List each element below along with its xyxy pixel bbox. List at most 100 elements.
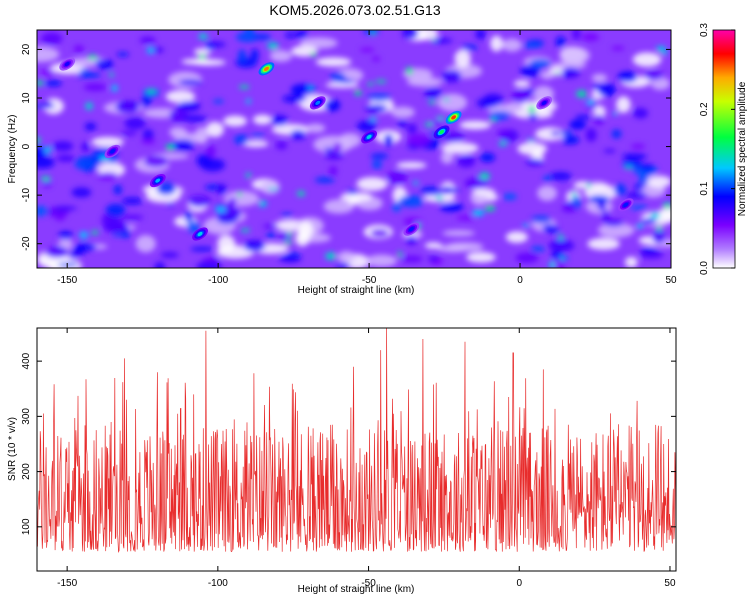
snr-background xyxy=(37,328,676,571)
heatmap-light-patch xyxy=(441,142,479,154)
heatmap-hotspots xyxy=(59,57,634,241)
heatmap-dark-patch xyxy=(290,129,306,140)
heatmap-dark-patch xyxy=(475,30,486,40)
heatmap-light-patch xyxy=(356,176,388,192)
heatmap-dark-patch xyxy=(456,215,475,221)
heatmap-light-patch xyxy=(169,126,187,138)
heatmap-dark-patch xyxy=(97,172,118,180)
heatmap-dark-patch xyxy=(201,258,222,263)
heatmap-dark-patch xyxy=(520,64,541,78)
heatmap-dark-patch xyxy=(275,140,288,150)
heatmap-dark-patch xyxy=(108,217,123,232)
heatmap-dark-patch xyxy=(262,224,280,229)
heatmap-cyan-patch xyxy=(109,72,115,77)
heatmap-dark-patch xyxy=(383,133,394,147)
heatmap-cyan-patch xyxy=(87,54,98,60)
heatmap-dark-patch xyxy=(333,142,342,152)
heatmap-light-patch xyxy=(537,185,558,201)
heatmap-cyan-patch xyxy=(571,191,577,198)
heatmap-dark-patch xyxy=(476,97,499,109)
colorbar-gradient xyxy=(712,29,736,269)
heatmap-dark-patch xyxy=(430,37,453,44)
heatmap-light-patch xyxy=(650,77,670,91)
heatmap-dark-patch xyxy=(543,175,552,182)
heatmap-cyan-patch xyxy=(367,82,374,86)
heatmap-dark-patch xyxy=(359,47,375,53)
heatmap-dark-patch xyxy=(290,83,317,96)
heatmap-light-patch xyxy=(305,123,326,133)
heatmap-dark-patch xyxy=(639,164,655,172)
heatmap-cyan-patch xyxy=(37,136,41,144)
heatmap-hotspot xyxy=(439,129,445,135)
heatmap-cyan-patch xyxy=(258,200,267,207)
heatmap-dark-patch xyxy=(335,262,351,268)
heatmap-dark-patch xyxy=(45,247,70,258)
heatmap-dark-patch xyxy=(184,210,193,222)
heatmap-cyan-patch xyxy=(484,205,496,212)
heatmap-dark-patch xyxy=(603,219,624,227)
heatmap-cyan-patch xyxy=(498,141,507,147)
heatmap-dark-patch xyxy=(124,117,146,130)
heatmap-x-label: Height of straight line (km) xyxy=(298,285,415,296)
heatmap-dark-patch xyxy=(561,70,572,78)
heatmap-light-patch xyxy=(442,230,476,237)
heatmap-cyan-patch xyxy=(267,42,279,50)
heatmap-dark-patch xyxy=(572,30,581,41)
heatmap-dark-patch xyxy=(83,83,107,92)
heatmap-dark-patch xyxy=(170,139,195,152)
heatmap-dark-patch xyxy=(270,114,288,126)
heatmap-light-patch xyxy=(299,37,338,49)
heatmap-hotspot xyxy=(197,231,203,237)
heatmap-light-patch xyxy=(91,136,124,148)
heatmap-y-tick-label: -10 xyxy=(21,187,32,202)
heatmap-hotspot xyxy=(408,227,414,232)
heatmap-hotspot xyxy=(155,178,161,183)
heatmap-dark-patch xyxy=(521,42,543,49)
heatmap-cyan-patch xyxy=(558,234,564,241)
heatmap-cyan-patch xyxy=(655,226,664,231)
heatmap-dark-patch xyxy=(591,83,611,91)
heatmap-light-patch xyxy=(624,256,638,268)
heatmap-dark-patch xyxy=(244,30,255,38)
heatmap-dark-patch xyxy=(633,107,649,119)
heatmap-cyan-patch xyxy=(91,230,99,235)
heatmap-light-patch xyxy=(325,81,360,89)
heatmap-dark-patch xyxy=(69,250,78,260)
heatmap-dark-patch xyxy=(502,193,517,201)
heatmap-light-patch xyxy=(269,50,293,62)
snr-y-tick-label: 100 xyxy=(21,518,32,535)
heatmap-light-patch xyxy=(205,121,224,138)
heatmap-dark-patch xyxy=(644,70,664,81)
heatmap-dark-patch xyxy=(142,129,154,142)
heatmap-dark-patch xyxy=(141,95,152,108)
heatmap-dark-patch xyxy=(630,143,646,149)
heatmap-dark-patch xyxy=(588,195,610,204)
heatmap-cyan-patch xyxy=(85,102,93,111)
heatmap-blobs xyxy=(37,30,671,268)
heatmap-dark-patch xyxy=(497,129,512,137)
heatmap-dark-patch xyxy=(250,48,259,62)
chart-title: KOM5.2026.073.02.51.G13 xyxy=(269,2,440,18)
heatmap-dark-patch xyxy=(105,203,126,217)
heatmap-x-tick-label: -150 xyxy=(57,275,77,286)
heatmap-dark-patch xyxy=(464,177,489,189)
heatmap-dark-patch xyxy=(548,239,575,252)
heatmap-light-patch xyxy=(337,250,356,264)
heatmap-cyan-patch xyxy=(522,223,531,228)
heatmap-light-patch xyxy=(472,188,496,195)
heatmap-cyan-patch xyxy=(489,117,498,123)
heatmap-dark-patch xyxy=(460,44,478,51)
heatmap-dark-patch xyxy=(441,69,462,83)
heatmap-dark-patch xyxy=(386,170,408,185)
heatmap-dark-patch xyxy=(234,134,249,145)
heatmap-light-patch xyxy=(437,93,468,112)
heatmap-dark-patch xyxy=(121,197,143,205)
heatmap-cyan-patch xyxy=(624,165,633,170)
heatmap-dark-patch xyxy=(356,120,377,133)
heatmap-dark-patch xyxy=(622,153,647,161)
heatmap-dark-patch xyxy=(370,228,389,238)
heatmap-dark-patch xyxy=(611,129,622,139)
heatmap-light-patch xyxy=(390,106,415,118)
heatmap-dark-patch xyxy=(328,165,338,176)
snr-x-label: Height of straight line (km) xyxy=(298,584,415,595)
